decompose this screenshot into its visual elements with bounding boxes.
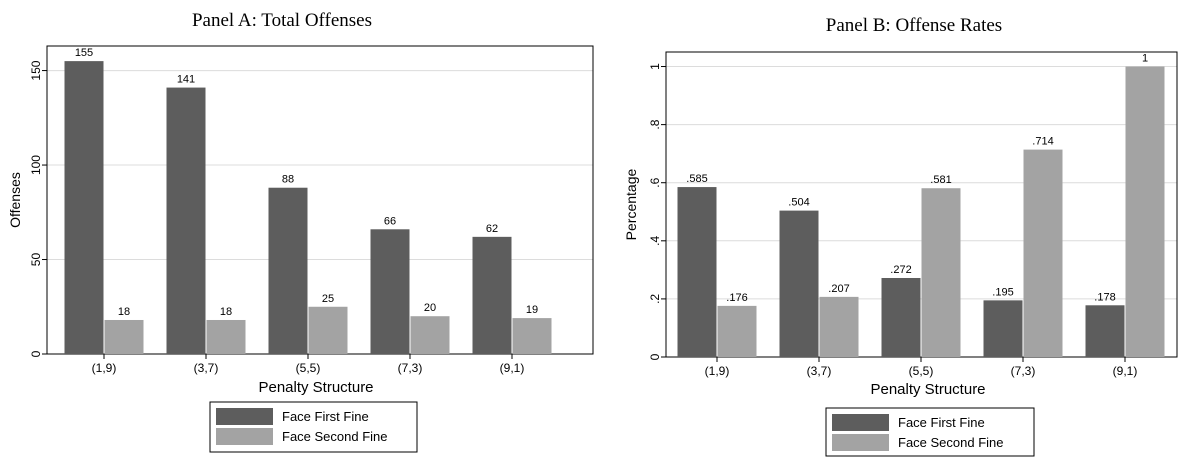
x-tick-label: (1,9): [92, 361, 117, 375]
legend-swatch-second-fine: [832, 434, 889, 451]
data-label: .272: [890, 264, 911, 276]
y-tick-label: 1: [648, 63, 662, 70]
bar-second-fine: [1023, 149, 1063, 357]
x-tick-label: (3,7): [194, 361, 219, 375]
y-tick-label: .2: [648, 294, 662, 304]
data-label: .195: [992, 286, 1013, 298]
bar-second-fine: [819, 296, 859, 357]
legend-label: Face Second Fine: [282, 429, 388, 444]
y-tick-label: .4: [648, 235, 662, 245]
data-label: .585: [686, 173, 707, 185]
y-tick-label: 150: [29, 60, 43, 80]
bar-first-fine: [881, 277, 921, 357]
bar-second-fine: [1125, 66, 1165, 358]
bar-first-fine: [983, 300, 1023, 357]
y-tick-label: .6: [648, 177, 662, 187]
x-axis-title: Penalty Structure: [870, 381, 985, 398]
bar-first-fine: [268, 187, 308, 354]
legend-label: Face First Fine: [898, 415, 985, 430]
data-label: 18: [220, 306, 232, 318]
x-tick-label: (5,5): [909, 364, 934, 378]
x-tick-label: (7,3): [1011, 364, 1036, 378]
y-tick-label: 0: [29, 350, 43, 357]
x-tick-label: (9,1): [1113, 364, 1138, 378]
data-label: 25: [322, 293, 334, 305]
x-tick-label: (9,1): [500, 361, 525, 375]
y-axis-title: Offenses: [7, 172, 23, 228]
bar-first-fine: [779, 210, 819, 357]
bar-second-fine: [410, 316, 450, 354]
data-label: 66: [384, 215, 396, 227]
data-label: 141: [177, 74, 195, 86]
bar-first-fine: [472, 236, 512, 354]
x-axis-title: Penalty Structure: [258, 379, 373, 396]
legend: Face First Fine Face Second Fine: [209, 401, 418, 453]
data-label: 20: [424, 302, 436, 314]
x-tick-label: (3,7): [807, 364, 832, 378]
chart-title: Panel A: Total Offenses: [192, 10, 372, 31]
bar-first-fine: [166, 87, 206, 354]
data-label: 88: [282, 174, 294, 186]
data-label: .581: [930, 174, 951, 186]
chart-panel-b: Panel B: Offense Rates 0 .2 .4 .6 .8 1 Percenta…: [623, 15, 1178, 457]
data-label: .176: [726, 292, 747, 304]
y-tick-label: 50: [29, 253, 43, 267]
y-tick-label: 100: [29, 155, 43, 175]
data-label: .207: [828, 283, 849, 295]
y-axis-title: Percentage: [623, 168, 639, 240]
bar-second-fine: [104, 319, 144, 354]
legend-swatch-first-fine: [216, 408, 273, 425]
bar-second-fine: [717, 305, 757, 357]
bar-first-fine: [1085, 305, 1125, 357]
data-label: 62: [486, 223, 498, 235]
legend-label: Face First Fine: [282, 409, 369, 424]
bar-first-fine: [370, 229, 410, 354]
bar-second-fine: [308, 306, 348, 354]
bar-second-fine: [512, 318, 552, 354]
x-tick-label: (7,3): [398, 361, 423, 375]
legend-swatch-first-fine: [832, 414, 889, 431]
legend-swatch-second-fine: [216, 428, 273, 445]
data-label: 155: [75, 47, 93, 59]
data-label: 1: [1142, 53, 1148, 65]
y-tick-label: 0: [648, 353, 662, 360]
chart-panel-a: Panel A: Total Offenses 0 50 100 150 Offenses…: [7, 10, 594, 453]
data-label: 18: [118, 306, 130, 318]
bar-second-fine: [921, 188, 961, 357]
data-label: .714: [1032, 136, 1053, 148]
bar-first-fine: [677, 187, 717, 357]
bar-second-fine: [206, 319, 246, 354]
data-label: 19: [526, 304, 538, 316]
chart-title: Panel B: Offense Rates: [826, 15, 1002, 36]
x-tick-label: (1,9): [705, 364, 730, 378]
data-label: .178: [1094, 291, 1115, 303]
data-label: .504: [788, 197, 809, 209]
bar-first-fine: [64, 61, 104, 354]
y-tick-label: .8: [648, 119, 662, 129]
legend-label: Face Second Fine: [898, 435, 1004, 450]
legend: Face First Fine Face Second Fine: [825, 407, 1035, 457]
x-tick-label: (5,5): [296, 361, 321, 375]
